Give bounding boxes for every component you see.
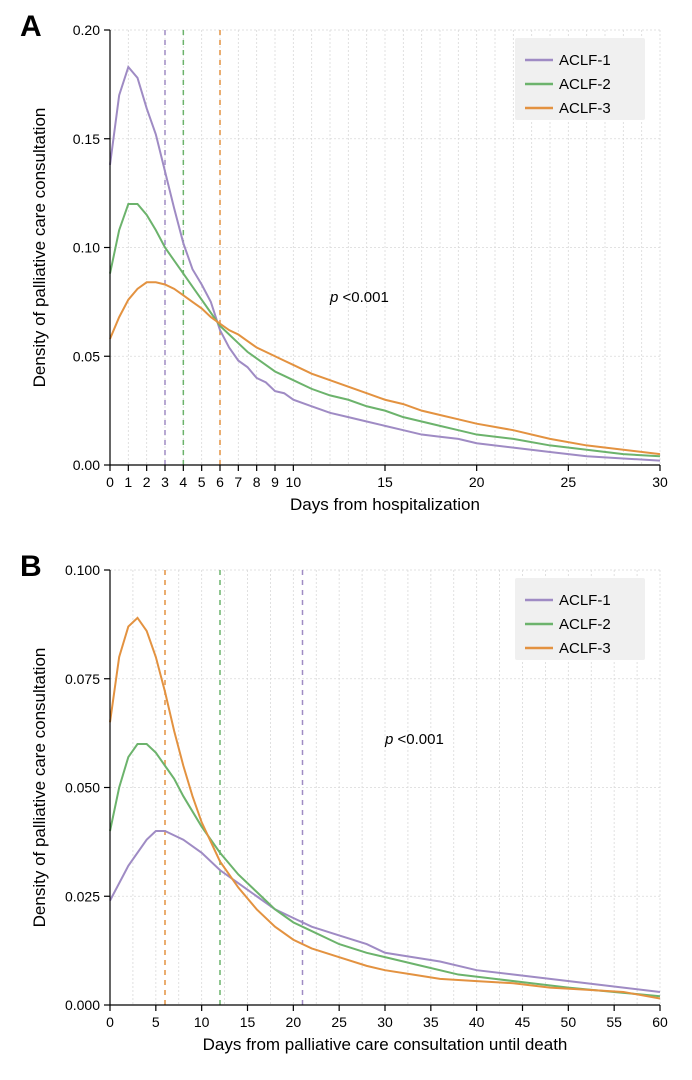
x-tick-label: 30 [652, 474, 668, 490]
x-axis-title: Days from hospitalization [290, 495, 480, 514]
x-tick-label: 0 [106, 474, 114, 490]
x-tick-label: 45 [515, 1014, 531, 1030]
x-tick-label: 6 [216, 474, 224, 490]
y-tick-label: 0.20 [73, 22, 100, 38]
legend: ACLF-1 ACLF-2 ACLF-3 [515, 578, 645, 660]
legend-label: ACLF-1 [559, 52, 611, 69]
x-tick-label: 5 [198, 474, 206, 490]
svg-text:p <0.001: p <0.001 [384, 731, 444, 748]
y-tick-label: 0.100 [65, 562, 100, 578]
y-tick-label: 0.10 [73, 240, 100, 256]
y-tick-label: 0.025 [65, 888, 100, 904]
x-tick-label: 7 [234, 474, 242, 490]
x-tick-label: 40 [469, 1014, 485, 1030]
x-tick-label: 15 [240, 1014, 256, 1030]
panel-a: 0123456789 10 15 20 25 30 0.00 0.05 0.10 0.15 0.20… [20, 10, 672, 530]
panel-b: 0 5 10 15 20 25 30 35 40 45 50 55 60 0.000 0.025 0.050 0… [20, 550, 672, 1070]
x-tick-label: 8 [253, 474, 261, 490]
x-tick-label: 3 [161, 474, 169, 490]
x-tick-label: 15 [377, 474, 393, 490]
legend: ACLF-1 ACLF-2 ACLF-3 [515, 38, 645, 120]
series-aclf3 [110, 282, 660, 454]
y-tick-label: 0.05 [73, 348, 100, 364]
x-tick-label: 9 [271, 474, 279, 490]
svg-text:p <0.001: p <0.001 [329, 289, 389, 306]
x-tick-label: 1 [124, 474, 132, 490]
x-tick-label: 2 [143, 474, 151, 490]
x-tick-label: 10 [194, 1014, 210, 1030]
x-tick-label: 25 [331, 1014, 347, 1030]
y-tick-label: 0.00 [73, 457, 100, 473]
legend-label: ACLF-3 [559, 100, 611, 117]
x-tick-label: 55 [606, 1014, 622, 1030]
x-tick-label: 30 [377, 1014, 393, 1030]
x-tick-label: 10 [286, 474, 302, 490]
x-tick-label: 60 [652, 1014, 668, 1030]
y-tick-label: 0.075 [65, 671, 100, 687]
x-tick-label: 20 [469, 474, 485, 490]
x-tick-label: 0 [106, 1014, 114, 1030]
y-axis-title: Density of palliative care consultation [30, 648, 49, 928]
x-tick-label: 50 [561, 1014, 577, 1030]
x-tick-label: 35 [423, 1014, 439, 1030]
y-tick-label: 0.000 [65, 997, 100, 1013]
x-tick-label: 20 [286, 1014, 302, 1030]
x-tick-label: 25 [561, 474, 577, 490]
legend-label: ACLF-1 [559, 592, 611, 609]
legend-label: ACLF-2 [559, 616, 611, 633]
x-axis-title: Days from palliative care consultation u… [203, 1035, 568, 1054]
p-value-text: p <0.001 [384, 731, 444, 748]
x-tick-label: 5 [152, 1014, 160, 1030]
y-axis-title: Density of palliative care consultation [30, 108, 49, 388]
y-tick-label: 0.15 [73, 131, 100, 147]
x-tick-label: 4 [179, 474, 187, 490]
legend-label: ACLF-3 [559, 640, 611, 657]
y-tick-label: 0.050 [65, 780, 100, 796]
legend-label: ACLF-2 [559, 76, 611, 93]
p-value-text: p <0.001 [329, 289, 389, 306]
